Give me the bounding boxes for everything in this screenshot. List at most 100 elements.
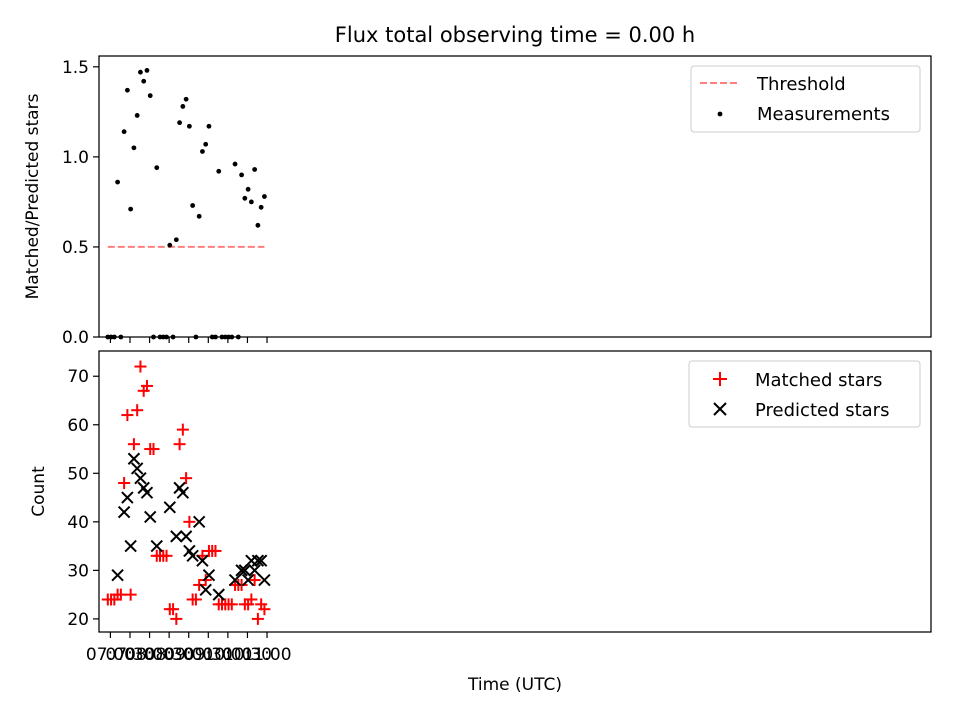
top-y-axis-label: Matched/Predicted stars — [23, 93, 43, 299]
matched-star-point — [118, 477, 131, 490]
predicted-star-point — [121, 491, 134, 504]
measurement-point — [190, 203, 196, 208]
predicted-star-point — [117, 505, 131, 519]
predicted-star-point — [130, 462, 144, 475]
matched-star-point — [251, 612, 264, 625]
predicted-star-point — [111, 569, 124, 582]
top-y-tick-label: 1.5 — [62, 58, 89, 78]
top-y-tick-label: 1.0 — [62, 148, 89, 168]
measurement-point — [138, 69, 143, 75]
predicted-star-point — [134, 471, 147, 485]
predicted-star-point — [199, 583, 212, 596]
measurement-point — [141, 78, 147, 84]
predicted-star-point — [150, 539, 163, 553]
bottom-y-tick-label: 40 — [67, 513, 89, 533]
top-panel: 0.0 0.5 1.0 1.5 Matched/Predicted stars Thr… — [23, 55, 932, 348]
matched-star-point — [140, 379, 153, 392]
top-axes-frame — [98, 55, 932, 338]
x-tick-label: 07:30 — [105, 645, 154, 665]
measurement-point — [196, 213, 202, 219]
matched-star-point — [209, 544, 222, 557]
measurement-point — [239, 172, 244, 178]
measurement-point — [121, 129, 127, 135]
predicted-star-point — [251, 554, 265, 567]
predicted-star-point — [258, 573, 271, 587]
predicted-star-point — [124, 539, 137, 553]
predicted-star-point — [144, 510, 157, 524]
predicted-star-point — [228, 573, 242, 587]
measurement-point — [131, 145, 137, 151]
measurement-point — [177, 120, 182, 126]
predicted-star-point — [196, 554, 209, 567]
predicted-star-point — [254, 554, 268, 567]
matched-star-point — [245, 593, 258, 606]
top-legend: Threshold Measurements — [690, 65, 921, 133]
predicted-star-point — [212, 588, 225, 601]
predicted-star-point — [170, 530, 183, 543]
matched-star-point — [124, 588, 137, 601]
matched-star-point — [160, 549, 173, 562]
measurement-point — [216, 168, 222, 174]
measurement-point — [245, 186, 251, 192]
x-tick-label: 11:00 — [243, 645, 292, 665]
legend-measurements-label: Measurements — [757, 104, 890, 125]
predicted-star-point — [163, 501, 177, 514]
bottom-legend-box — [688, 360, 921, 428]
measurement-point — [186, 123, 192, 129]
predicted-star-point — [192, 515, 206, 529]
bottom-y-axis-label: Count — [29, 466, 49, 517]
matched-star-point — [121, 409, 134, 422]
matched-star-point — [173, 438, 186, 451]
measurement-point — [173, 237, 179, 243]
legend-measurements-swatch — [717, 111, 723, 117]
matched-star-point — [131, 404, 144, 417]
matched-star-point — [127, 438, 140, 451]
bottom-y-tick-label: 50 — [67, 464, 89, 484]
bottom-y-tick-label: 70 — [67, 367, 89, 387]
predicted-star-point — [127, 452, 141, 465]
x-tick-label: 07:00 — [86, 645, 135, 665]
top-y-tick-label: 0.0 — [62, 328, 89, 348]
x-tick-label: 08:30 — [145, 645, 194, 665]
x-tick-label: 10:30 — [223, 645, 272, 665]
measurement-point — [252, 167, 258, 172]
measurement-point — [124, 87, 130, 93]
measurement-point — [167, 242, 173, 248]
measurement-point — [200, 149, 205, 154]
measurement-point — [180, 104, 186, 109]
measurement-point — [248, 199, 254, 205]
measurement-point — [203, 141, 209, 147]
legend-threshold-label: Threshold — [756, 74, 846, 95]
measurement-point — [128, 206, 134, 212]
predicted-star-point — [179, 530, 193, 543]
predicted-star-point — [186, 549, 199, 563]
legend-matched-label: Matched stars — [755, 370, 882, 391]
legend-matched-swatch — [713, 372, 727, 386]
matched-star-point — [183, 515, 196, 528]
measurement-point — [258, 204, 264, 210]
bottom-axes-frame — [98, 350, 932, 633]
bottom-panel: 20 30 40 50 60 70 07:0007:3008:0008:3009:0009… — [29, 350, 932, 695]
predicted-star-point — [176, 486, 190, 499]
predicted-star-point — [202, 569, 216, 582]
measurement-point — [242, 195, 248, 201]
bottom-y-tick-label: 60 — [67, 416, 89, 436]
predicted-star-point — [238, 564, 252, 577]
matched-star-point — [248, 574, 261, 587]
measurement-point — [255, 222, 261, 228]
matched-star-point — [170, 612, 183, 625]
measurement-point — [206, 123, 212, 129]
x-axis-label: Time (UTC) — [467, 675, 562, 695]
measurement-point — [232, 161, 238, 167]
matched-star-point — [258, 603, 271, 616]
bottom-y-tick-label: 30 — [67, 561, 89, 581]
measurement-point — [154, 165, 160, 171]
legend-predicted-label: Predicted stars — [755, 400, 889, 421]
matched-star-point — [180, 472, 193, 485]
matched-star-point — [176, 423, 189, 436]
predicted-star-point — [140, 486, 154, 499]
measurement-point — [147, 93, 153, 99]
bottom-y-tick-label: 20 — [67, 610, 89, 630]
